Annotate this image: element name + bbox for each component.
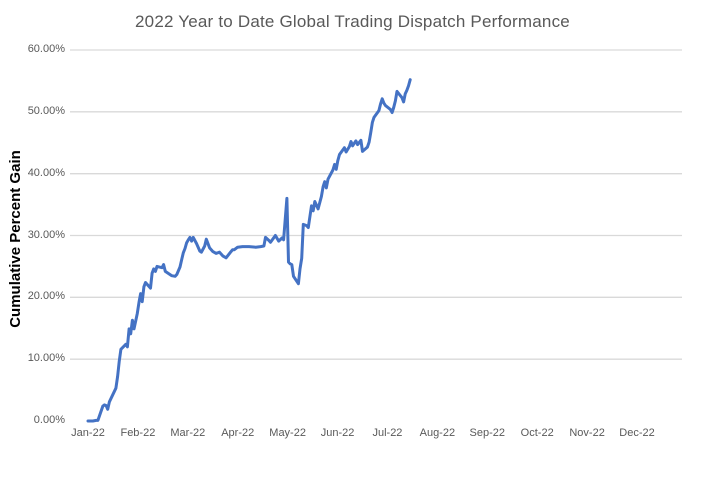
x-tick-label: May-22 [269,427,306,439]
x-tick-label: Nov-22 [569,427,605,439]
chart-title: 2022 Year to Date Global Trading Dispatc… [135,12,570,31]
x-tick-label: Apr-22 [221,427,255,439]
y-tick-label: 40.00% [27,166,65,179]
x-tick-label: Jul-22 [372,427,403,439]
y-tick-label: 10.00% [27,352,65,365]
y-tick-label: 60.00% [27,43,65,55]
performance-line-series [86,78,412,423]
x-tick-label: Dec-22 [619,427,655,439]
y-tick-label: 50.00% [27,104,65,117]
x-tick-label: Oct-22 [520,427,554,439]
y-tick-label: 20.00% [27,290,65,303]
x-tick-label: Mar-22 [170,427,206,439]
y-tick-label: 30.00% [27,228,65,241]
y-tick-label: 0.00% [33,414,65,426]
x-tick-label: Feb-22 [120,427,156,439]
x-tick-label: Jun-22 [320,427,355,439]
x-tick-label: Sep-22 [469,427,505,439]
x-tick-label: Jan-22 [71,427,105,439]
x-tick-label: Aug-22 [419,427,456,439]
